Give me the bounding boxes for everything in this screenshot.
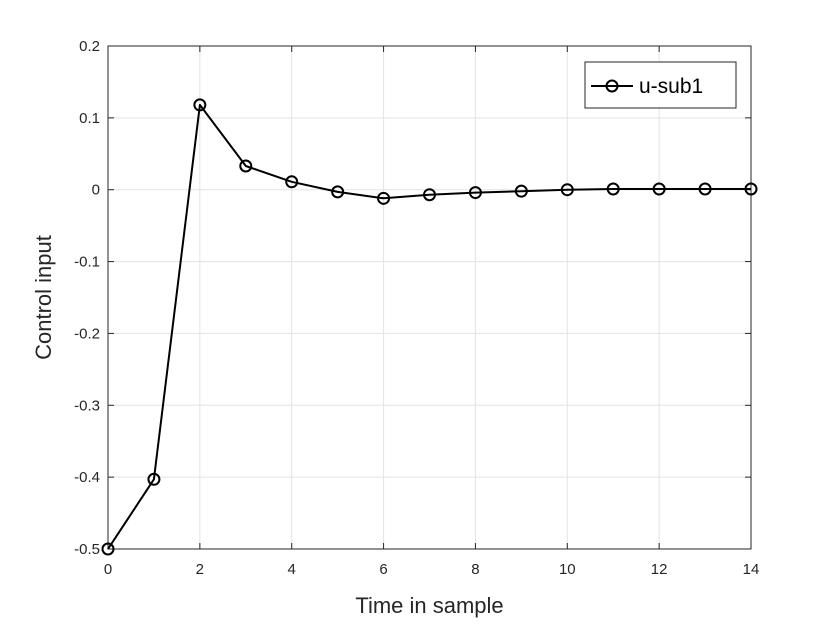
x-axis-tick-labels: 0 2 4 6 8 10 12 14	[104, 561, 760, 578]
x-tick-label: 10	[559, 561, 576, 578]
data-point	[147, 472, 161, 486]
y-tick-label: -0.4	[74, 469, 100, 486]
series-line	[107, 103, 751, 550]
x-tick-label: 6	[379, 561, 387, 578]
data-point	[423, 188, 436, 202]
y-tick-label: -0.3	[74, 397, 100, 414]
x-tick-label: 14	[743, 561, 760, 578]
grid-lines	[107, 45, 752, 550]
data-point	[101, 542, 115, 556]
y-tick-label: -0.1	[74, 254, 100, 271]
data-point	[514, 184, 528, 198]
data-point	[698, 182, 712, 196]
y-axis-title: Control input	[31, 235, 56, 360]
data-point	[560, 183, 574, 197]
x-tick-label: 12	[651, 561, 668, 578]
data-point	[606, 182, 620, 196]
y-tick-label: -0.5	[74, 541, 100, 558]
data-point	[239, 159, 253, 173]
plot-frame	[107, 45, 752, 550]
legend-marker-icon	[605, 79, 619, 93]
y-tick-label: 0.2	[79, 38, 100, 55]
y-tick-label: -0.2	[74, 325, 100, 342]
legend-label: u-sub1	[639, 75, 703, 98]
data-point	[652, 182, 666, 196]
data-point	[468, 186, 482, 200]
data-point	[744, 182, 758, 196]
x-axis-title: Time in sample	[355, 593, 503, 618]
y-tick-label: 0.1	[79, 110, 100, 127]
y-tick-label: 0	[92, 182, 100, 199]
data-point	[331, 185, 345, 199]
data-point	[377, 191, 391, 205]
y-axis-tick-labels: 0.2 0.1 0 -0.1 -0.2 -0.3 -0.4 -0.5	[74, 38, 100, 558]
data-point	[285, 175, 299, 189]
series-layer	[101, 98, 758, 556]
x-tick-label: 4	[288, 561, 296, 578]
x-tick-label: 0	[104, 561, 112, 578]
x-tick-label: 2	[196, 561, 204, 578]
plot-background	[108, 46, 751, 549]
x-tick-label: 8	[471, 561, 479, 578]
legend: u-sub1	[584, 61, 737, 109]
data-point	[193, 98, 207, 112]
